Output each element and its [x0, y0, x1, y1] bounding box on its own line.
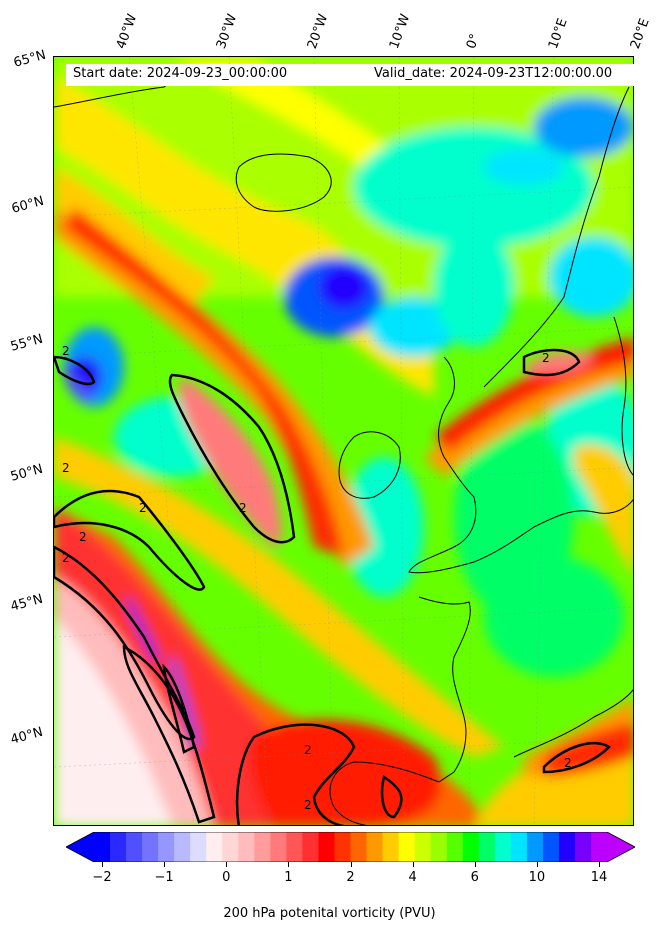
contour-label: 2	[304, 798, 312, 812]
colorbar-cell	[414, 832, 432, 862]
colorbar-cell	[190, 832, 207, 862]
colorbar-cell	[350, 832, 368, 862]
lat-label: 55°N	[9, 331, 45, 355]
continent-coast	[533, 498, 633, 528]
contour-label: 2	[62, 344, 70, 358]
colorbar-cell	[574, 832, 592, 862]
colorbar-tick-label: 0	[222, 870, 231, 885]
colorbar-cell	[110, 832, 127, 862]
colorbar-cell	[126, 832, 143, 862]
graticule	[54, 57, 633, 825]
lon-label: 30°W	[213, 12, 241, 51]
colorbar-tick-mark	[102, 862, 104, 867]
ireland-coast	[338, 431, 401, 499]
colorbar-tick-mark	[164, 862, 166, 867]
colorbar-label: 200 hPa potenital vorticity (PVU)	[223, 906, 436, 921]
france-coast	[418, 596, 471, 783]
lat-label: 40°N	[9, 724, 45, 748]
contour-label: 2	[62, 461, 70, 475]
colorbar-cell	[382, 832, 400, 862]
map-panel: 2 2 2 2 2 2 2 2 2 2	[53, 56, 634, 826]
lat-label: 60°N	[10, 193, 46, 217]
contour-label-group: 2 2 2 2 2 2 2 2 2 2	[62, 344, 572, 812]
contour-label: 2	[62, 551, 70, 565]
contour-label: 2	[304, 743, 312, 757]
colorbar-cell	[430, 832, 448, 862]
colorbar-cell	[446, 832, 464, 862]
colorbar-cell	[142, 832, 159, 862]
contour-label: 2	[139, 501, 147, 515]
pv-field-map: 2 2 2 2 2 2 2 2 2 2	[54, 57, 633, 825]
valid-date-label: Valid_date: 2024-09-23T12:00:00.00	[374, 66, 613, 81]
lon-label: 10°W	[386, 12, 414, 51]
colorbar-cell	[238, 832, 255, 862]
colorbar-under-arrow	[66, 832, 94, 862]
lat-label: 65°N	[12, 47, 48, 71]
colorbar-tick-mark	[474, 862, 476, 867]
colorbar-cell	[494, 832, 512, 862]
colorbar-cell	[478, 832, 496, 862]
colorbar-cell	[174, 832, 191, 862]
start-date-label: Start date: 2024-09-23_00:00:00	[73, 66, 288, 81]
colorbar-tick-mark	[350, 862, 352, 867]
colorbar-tick-label: −2	[92, 870, 112, 885]
colorbar-cell	[526, 832, 544, 862]
greenland-coast	[54, 78, 175, 108]
colorbar-tick-label: 6	[470, 870, 479, 885]
colorbar-over-arrow	[607, 832, 635, 862]
lon-label: 20°W	[304, 12, 332, 51]
colorbar-tick-label: 1	[284, 870, 293, 885]
colorbar-cell	[462, 832, 480, 862]
contour-label: 2	[239, 501, 247, 515]
lon-label: 20°E	[627, 16, 653, 51]
colorbar-tick-mark	[288, 862, 290, 867]
colorbar-cell	[158, 832, 175, 862]
colorbar-cell	[334, 832, 351, 862]
colorbar-tick-label: 14	[590, 870, 608, 885]
lon-label: 0°	[463, 31, 484, 51]
gb-coast	[408, 356, 535, 574]
colorbar-cell	[558, 832, 576, 862]
colorbar-tick-label: −1	[154, 870, 174, 885]
coastlines	[54, 78, 633, 825]
colorbar	[66, 832, 635, 862]
contour-label: 2	[542, 351, 550, 365]
colorbar-cell	[398, 832, 416, 862]
lon-label: 40°W	[113, 12, 141, 51]
colorbar-tick-label: 2	[346, 870, 355, 885]
colorbar-cell	[366, 832, 384, 862]
colorbar-cell	[270, 832, 287, 862]
lat-label: 50°N	[9, 461, 45, 485]
mediterranean-coast	[513, 688, 633, 758]
colorbar-cell	[206, 832, 223, 862]
pv2-contours	[54, 348, 611, 825]
colorbar-cell	[286, 832, 303, 862]
colorbar-cell	[318, 832, 335, 862]
contour-label: 2	[564, 756, 572, 770]
colorbar-cell	[94, 832, 111, 862]
colorbar-tick-label: 4	[408, 870, 417, 885]
colorbar-cell	[590, 832, 608, 862]
header-box	[66, 64, 634, 86]
lon-label: 10°E	[545, 16, 571, 51]
colorbar-cell	[254, 832, 271, 862]
colorbar-cell	[302, 832, 319, 862]
colorbar-cell	[542, 832, 560, 862]
lat-label: 45°N	[9, 591, 45, 615]
colorbar-tick-mark	[412, 862, 414, 867]
iberia-coast	[329, 761, 440, 825]
colorbar-cell	[222, 832, 239, 862]
sweden-coast	[613, 316, 633, 476]
colorbar-cells	[94, 832, 608, 862]
iceland-coast	[235, 153, 332, 212]
colorbar-tick-mark	[226, 862, 228, 867]
colorbar-tick-mark	[536, 862, 538, 867]
colorbar-tick-label: 10	[528, 870, 546, 885]
contour-label: 2	[79, 530, 87, 544]
colorbar-cell	[510, 832, 528, 862]
norway-coast	[483, 86, 630, 388]
pv-shading	[54, 57, 633, 825]
colorbar-tick-mark	[598, 862, 600, 867]
